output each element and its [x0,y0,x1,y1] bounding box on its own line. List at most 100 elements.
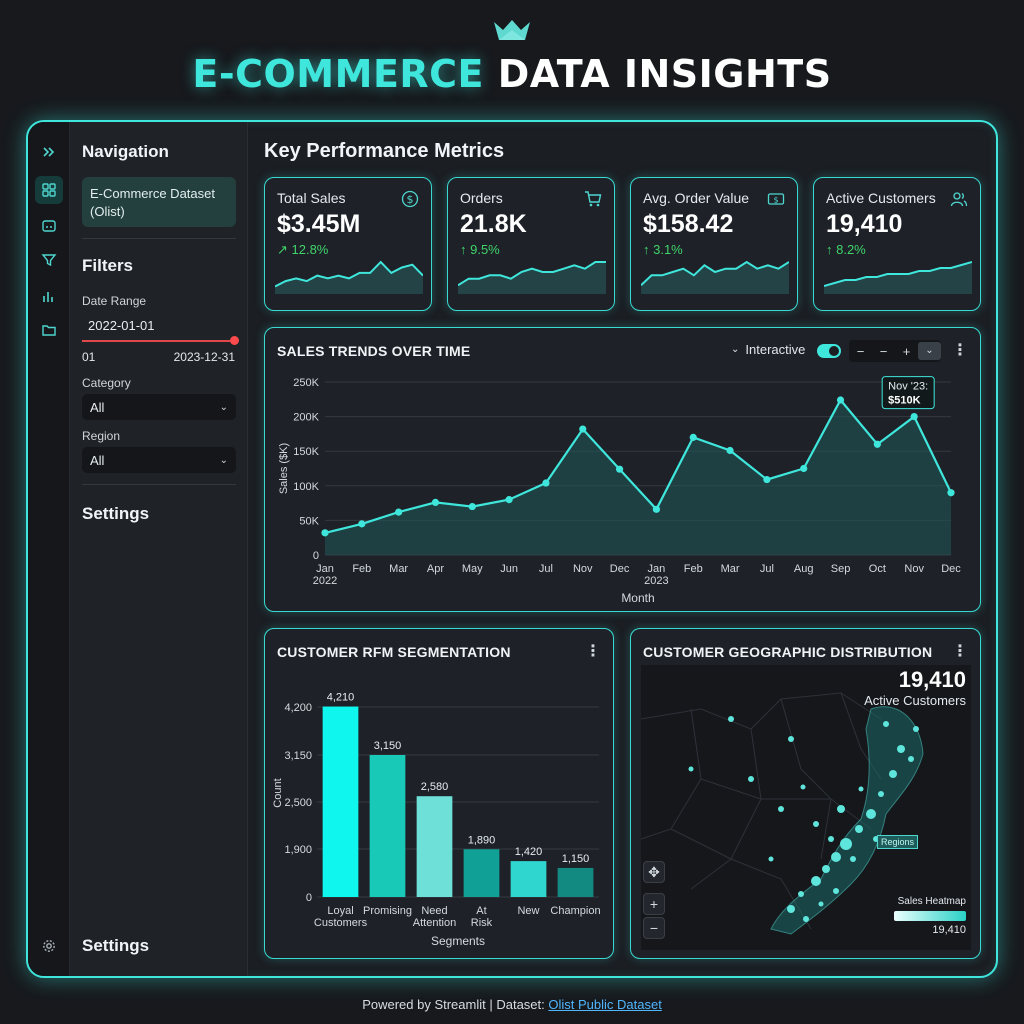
x-tick-label: Dec [610,563,630,575]
kpi-card-avg-order-value[interactable]: Avg. Order Value $ $158.42 ↑ 3.1% [630,177,798,311]
filters-heading: Filters [82,256,134,275]
bar-value-label: 1,420 [515,846,543,858]
x-axis-label: Month [621,591,654,605]
y-tick-label: 2,500 [284,797,312,809]
category-select[interactable]: All ⌄ [82,394,236,420]
more-options-icon[interactable]: ⋮ [952,342,968,359]
category-label: Need [421,905,447,917]
filter-icon[interactable] [35,246,63,274]
move-icon[interactable]: ✥ [643,861,665,883]
interactive-label: Interactive [745,342,806,357]
x-tick-label: Mar [389,563,408,575]
kpi-sparkline [641,260,789,294]
zoom-in-icon[interactable]: + [643,893,665,915]
sparkline-line [641,260,789,287]
tooltip-line2: $510K [888,395,920,407]
data-point [579,425,587,433]
bar [322,706,359,897]
slider-max-label: 2023-12-31 [173,350,235,364]
x-tick-label: Feb [684,563,703,575]
more-options-icon[interactable]: ⋮ [585,643,601,660]
folder-icon[interactable] [35,316,63,344]
interactive-toggle[interactable] [817,344,841,358]
sparkline-area [824,262,972,294]
x-tick-label: Sep [831,563,851,575]
title-rest: DATA INSIGHTS [497,52,832,96]
date-range-label: Date Range [82,294,147,308]
zoom-out-icon[interactable]: − [643,917,665,939]
category-label: Risk [471,917,493,929]
divider [82,238,236,239]
region-select-value: All [90,452,105,468]
x-tick-label: May [462,563,483,575]
kpi-card-active-customers[interactable]: Active Customers 19,410 ↑ 8.2% [813,177,981,311]
data-point [726,446,734,455]
kpi-sparkline [824,261,972,294]
sidebar-item-dataset[interactable]: E-Commerce Dataset (Olist) [82,177,236,227]
data-point [431,498,440,507]
dataset-icon[interactable] [35,212,63,240]
dollar-icon: $ [401,190,419,208]
title-accent: E-COMMERCE [192,52,485,96]
chevron-down-icon: ⌄ [219,454,228,466]
y-tick-label: 200K [293,412,319,424]
bar-value-label: 1,890 [468,834,496,846]
series-line [324,398,952,534]
kpi-delta: ↗ 12.8% [277,242,329,257]
date-range-slider[interactable] [82,340,236,342]
legend-value: 19,410 [932,924,966,936]
heatmap-legend [894,911,966,921]
gear-icon[interactable] [35,932,63,960]
brazil-map[interactable] [631,629,981,959]
sparkline-area [641,262,789,294]
kpi-label: Avg. Order Value [643,190,750,206]
card-title: CUSTOMER RFM SEGMENTATION [277,644,511,660]
chart-icon[interactable] [35,282,63,310]
kpi-card-total-sales[interactable]: Total Sales $ $3.45M ↗ 12.8% [264,177,432,311]
y-tick-label: 1,900 [284,844,312,856]
y-tick-label: 150K [293,446,319,458]
bar-value-label: 1,150 [562,853,590,865]
x-tick-label-year: 2022 [313,575,337,587]
chevron-down-icon[interactable]: ⌄ [918,342,941,360]
chevron-down-icon: ⌄ [731,344,740,355]
x-tick-label: Feb [352,563,371,575]
kpi-delta: ↑ 8.2% [826,242,866,257]
region-select[interactable]: All ⌄ [82,447,236,473]
sparkline-line [458,261,606,287]
interactive-toggle-label: ⌄ Interactive [731,342,805,357]
x-tick-label: Nov [573,563,593,575]
y-tick-label: 50K [299,515,319,527]
bar [463,849,500,897]
kpi-sparkline [275,260,423,294]
zoom-in-button[interactable]: + [902,343,911,359]
zoom-out-button[interactable]: − [856,343,865,359]
dashboard-icon[interactable] [35,176,63,204]
svg-text:$: $ [407,193,414,206]
date-range-value: 2022-01-01 [88,318,155,333]
more-options-icon[interactable]: ⋮ [952,643,968,660]
zoom-out-button[interactable]: − [879,343,888,359]
date-range-slider-handle[interactable] [230,336,239,345]
y-tick-label: 100K [293,481,319,493]
bar [369,755,406,897]
main-content: Key Performance Metrics Total Sales $ $3… [248,122,996,976]
users-icon [950,192,968,207]
slider-min-label: 01 [82,350,96,364]
kpi-value: 19,410 [826,210,903,238]
settings-footer[interactable]: Settings [82,936,150,955]
settings-heading[interactable]: Settings [82,504,150,523]
section-title: Key Performance Metrics [264,140,505,162]
expand-icon[interactable] [35,138,63,166]
data-point [505,496,513,504]
data-point [763,475,771,484]
category-select-value: All [90,399,105,415]
bar-value-label: 4,210 [327,692,355,704]
kpi-label: Orders [460,190,503,206]
kpi-card-orders[interactable]: Orders 21.8K ↑ 9.5% [447,177,615,311]
wallet-icon: $ [767,193,785,205]
data-point [910,413,918,421]
x-tick-label: Apr [427,563,444,575]
dataset-link[interactable]: Olist Public Dataset [548,997,662,1012]
